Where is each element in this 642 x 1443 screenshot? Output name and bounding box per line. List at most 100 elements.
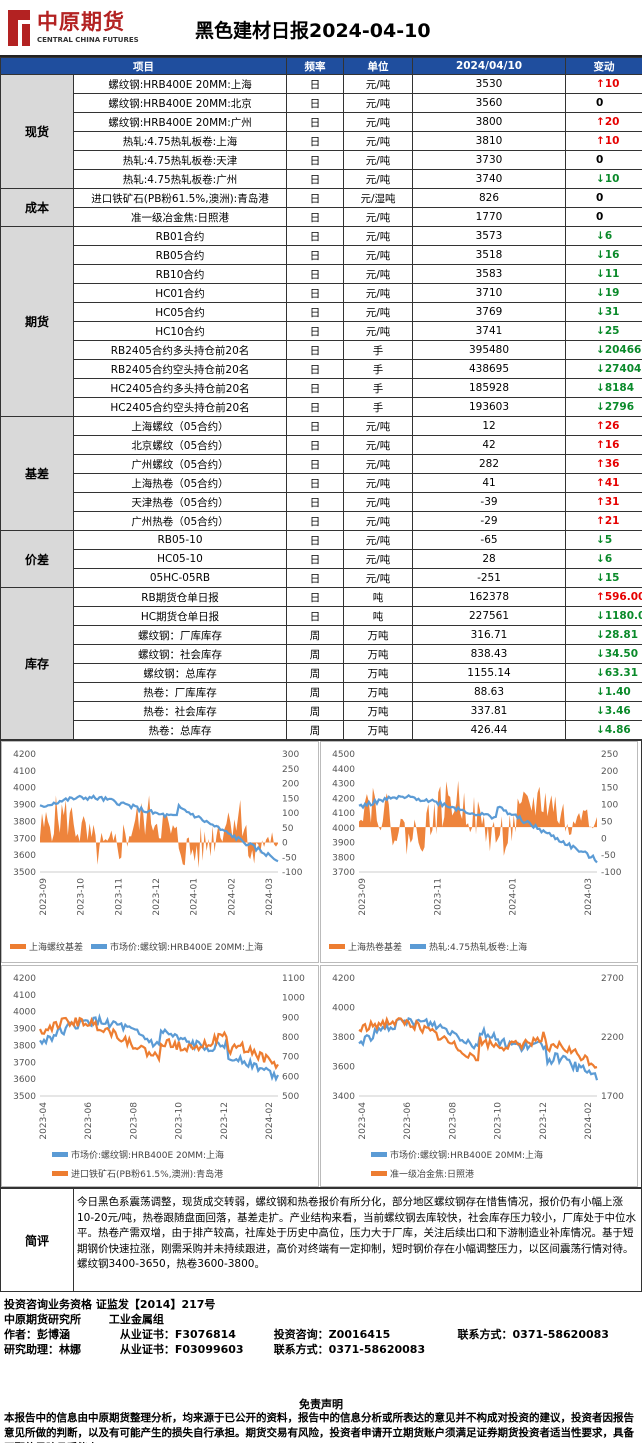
institute-line: 中原期货研究所 工业金属组	[4, 1311, 164, 1327]
y-left-tick-label: 3800	[332, 1033, 355, 1043]
y-left-tick-label: 4200	[13, 750, 36, 760]
chart-legend: 上海螺纹基差 市场价:螺纹钢:HRB400E 20MM:上海	[2, 940, 320, 953]
value-cell: 3740	[412, 169, 566, 189]
author-name: 作者：彭博涵	[4, 1328, 70, 1341]
value-cell: 337.81	[412, 701, 566, 721]
x-tick-label: 2023-09	[39, 878, 49, 916]
change-cell: ↓25	[565, 321, 642, 341]
table-row: RB05合约日元/吨 3518 ↓16	[1, 245, 642, 265]
value-cell: 438695	[412, 359, 566, 379]
freq-cell: 日	[286, 283, 344, 303]
x-tick-label: 2023-12	[152, 878, 162, 916]
arrow-up-icon: ↑	[596, 496, 605, 508]
freq-cell: 日	[286, 397, 344, 417]
arrow-down-icon: ↓	[596, 287, 605, 299]
value-cell: 3769	[412, 302, 566, 322]
legend-swatch	[10, 944, 26, 949]
unit-cell: 元/吨	[343, 549, 413, 569]
change-value: 10	[604, 173, 620, 185]
series-2-line	[358, 1015, 598, 1069]
y-left-tick-label: 3600	[13, 1075, 36, 1085]
comment-label: 简评	[1, 1189, 74, 1291]
change-cell: ↑36	[565, 454, 642, 474]
value-cell: 227561	[412, 606, 566, 626]
change-cell: ↓6	[565, 549, 642, 569]
legend-label: 上海热卷基差	[348, 943, 403, 953]
change-cell: ↓2796	[565, 397, 642, 417]
y-left-tick-label: 3600	[13, 851, 36, 861]
table-row: 热轧:4.75热轧板卷:天津日元/吨 3730 0	[1, 150, 642, 170]
change-value: 8184	[604, 382, 635, 394]
y-left-tick-label: 4100	[13, 991, 36, 1001]
unit-cell: 元/吨	[343, 112, 413, 132]
chart-hrc-basis: 4500 4400 4300 4200 4100 4000 3900 3800 3700 250 2…	[320, 741, 638, 963]
unit-cell: 万吨	[343, 701, 413, 721]
y-left-tick-label: 4400	[332, 765, 355, 775]
arrow-down-icon: ↓	[596, 553, 605, 565]
change-cell: ↑10	[565, 74, 642, 94]
change-value: 3.46	[604, 705, 631, 717]
value-cell: 282	[412, 454, 566, 474]
change-value: 41	[604, 477, 620, 489]
legend-item: 进口铁矿石(PB粉61.5%,澳洲):青岛港	[52, 1167, 320, 1180]
unit-cell: 手	[343, 378, 413, 398]
arrow-down-icon: ↓	[596, 325, 605, 337]
table-row: 广州热卷（05合约）日元/吨 -29 ↑21	[1, 511, 642, 531]
unit-cell: 元/吨	[343, 264, 413, 284]
table-row: 广州螺纹（05合约）日元/吨 282 ↑36	[1, 454, 642, 474]
comment-section: 简评 今日黑色系震荡调整，现货成交转弱，螺纹钢和热卷报价有所分化，部分地区螺纹钢…	[0, 1188, 642, 1292]
change-value: 26	[604, 420, 620, 432]
x-tick-label: 2023-08	[129, 1102, 139, 1140]
freq-cell: 周	[286, 701, 344, 721]
table-row: HC2405合约空头持仓前20名日手 193603 ↓2796	[1, 397, 642, 417]
y-right-tick-label: 200	[601, 767, 618, 777]
table-row: 螺纹钢：厂库库存周万吨 316.71 ↓28.81	[1, 625, 642, 645]
arrow-down-icon: ↓	[596, 724, 605, 736]
table-row: 库存 RB期货仓单日报日吨 162378 ↑596.00	[0, 587, 642, 740]
y-right-tick-label: -100	[282, 868, 303, 878]
table-header-row: 项目 频率 单位 2024/04/10 变动	[0, 57, 642, 75]
category-cell: 基差	[0, 416, 74, 531]
logo-mark-icon	[8, 10, 30, 46]
unit-cell: 元/吨	[343, 321, 413, 341]
x-tick-label: 2024-03	[265, 878, 275, 916]
change-cell: ↓20466	[565, 340, 642, 360]
x-tick-label: 2023-10	[77, 878, 87, 916]
y-left-tick-label: 4000	[13, 1008, 36, 1018]
table-row: RB2405合约空头持仓前20名日手 438695 ↓27404	[1, 359, 642, 379]
x-tick-label: 2023-10	[494, 1102, 504, 1140]
y-right-tick-label: 300	[282, 750, 299, 760]
change-cell: ↓31	[565, 302, 642, 322]
change-value: 10	[604, 135, 620, 147]
freq-cell: 日	[286, 264, 344, 284]
arrow-down-icon: ↓	[596, 249, 605, 261]
freq-cell: 日	[286, 150, 344, 170]
value-cell: 3518	[412, 245, 566, 265]
arrow-up-icon: ↑	[596, 78, 605, 90]
legend-label: 市场价:螺纹钢:HRB400E 20MM:上海	[110, 943, 264, 953]
unit-cell: 万吨	[343, 663, 413, 683]
table-row: 准一级冶金焦:日照港日元/吨 1770 0	[1, 207, 642, 227]
category-cell: 库存	[0, 587, 74, 740]
col-header-freq: 频率	[286, 57, 344, 75]
freq-cell: 周	[286, 720, 344, 740]
y-right-tick-label: 150	[601, 784, 618, 794]
y-right-tick-label: -50	[282, 853, 297, 863]
change-cell: ↓34.50	[565, 644, 642, 664]
x-tick-label: 2023-04	[358, 1102, 368, 1140]
table-row: 热轧:4.75热轧板卷:广州日元/吨 3740 ↓10	[1, 169, 642, 189]
arrow-down-icon: ↓	[596, 648, 605, 660]
charts-panel: 4200 4100 4000 3900 3800 3700 3600 3500 300 250 20…	[0, 740, 642, 1188]
y-left-tick-label: 3700	[13, 1058, 36, 1068]
y-left-tick-label: 3400	[332, 1092, 355, 1102]
change-cell: ↓16	[565, 245, 642, 265]
price-line	[358, 793, 598, 864]
y-right-tick-label: -100	[601, 868, 622, 878]
unit-cell: 元/吨	[343, 302, 413, 322]
table-row: 期货 RB01合约日元/吨 3573 ↓6	[0, 226, 642, 417]
author-consult: 投资咨询：Z0016415	[273, 1328, 391, 1341]
change-value: 4.86	[604, 724, 631, 736]
chart-svg: 4500 4400 4300 4200 4100 4000 3900 3800 3700 250 2…	[332, 750, 622, 916]
table-row: 天津热卷（05合约）日元/吨 -39 ↑31	[1, 492, 642, 512]
logo-text-en: CENTRAL CHINA FUTURES	[37, 36, 139, 44]
